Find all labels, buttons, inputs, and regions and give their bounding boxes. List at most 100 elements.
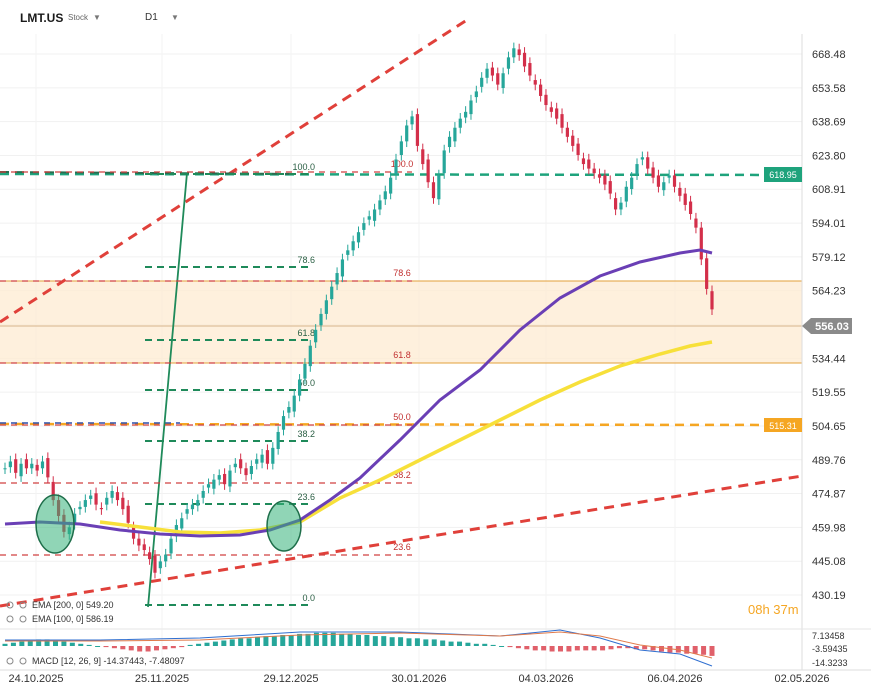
- candle-body: [549, 107, 553, 112]
- macd-bar: [389, 637, 395, 646]
- candle-body: [678, 187, 682, 196]
- price-tick-label: 534.44: [812, 353, 846, 365]
- candle-body: [239, 459, 243, 469]
- macd-bar: [515, 646, 521, 649]
- macd-bar: [61, 641, 67, 646]
- candle-body: [539, 84, 543, 96]
- macd-legend[interactable]: MACD [12, 26, 9] -14.37443, -7.48097: [6, 656, 185, 666]
- candle-body: [110, 490, 114, 498]
- macd-bar: [684, 646, 690, 654]
- candle-body: [276, 431, 280, 449]
- ema200-legend[interactable]: EMA [200, 0] 549.20: [6, 600, 114, 610]
- macd-bar: [608, 646, 614, 650]
- candle-body: [405, 125, 409, 142]
- candle-body: [480, 77, 484, 87]
- candle-body: [137, 538, 141, 546]
- timeframe-dropdown-icon[interactable]: ▼: [171, 13, 179, 22]
- macd-bar: [78, 643, 84, 646]
- fib-left-label: 0.0: [302, 593, 315, 603]
- symbol-title[interactable]: LMT.US: [20, 11, 64, 25]
- macd-bar: [263, 636, 269, 646]
- candle-body: [308, 345, 312, 367]
- ema100-legend[interactable]: EMA [100, 0] 586.19: [6, 614, 114, 624]
- macd-label: MACD [12, 26, 9] -14.37443, -7.48097: [32, 656, 185, 666]
- macd-bar: [297, 633, 303, 646]
- candle-body: [378, 200, 382, 210]
- candle-body: [474, 91, 478, 98]
- candle-body: [592, 168, 596, 174]
- candle-body: [212, 479, 216, 489]
- candle-body: [394, 159, 398, 175]
- candle-body: [105, 497, 109, 505]
- macd-bar: [330, 632, 336, 646]
- macd-bar: [566, 646, 572, 652]
- macd-bar: [473, 643, 479, 646]
- fib-left-label: 23.6: [297, 492, 315, 502]
- timeframe-selector[interactable]: D1: [145, 12, 158, 23]
- candle-body: [99, 508, 104, 510]
- current-price-tag: 556.03: [802, 318, 852, 334]
- candle-body: [517, 49, 521, 56]
- candle-body: [453, 127, 457, 142]
- candle-body: [410, 116, 414, 125]
- macd-bar: [322, 632, 328, 646]
- candle-body: [544, 94, 548, 106]
- candles: [3, 42, 714, 579]
- candle-body: [576, 143, 580, 155]
- macd-bar: [229, 639, 235, 646]
- macd-bar: [490, 644, 496, 646]
- candle-body: [608, 181, 612, 194]
- macd-bar: [187, 644, 193, 646]
- candle-body: [581, 158, 586, 165]
- ema200-label: EMA [200, 0] 549.20: [32, 600, 114, 610]
- macd-bar: [440, 640, 446, 646]
- candle-body: [164, 554, 168, 562]
- candle-body: [415, 114, 420, 146]
- candle-body: [292, 395, 296, 412]
- candle-body: [19, 463, 23, 477]
- candle-body: [362, 223, 366, 230]
- macd-bar: [701, 646, 707, 655]
- candle-body: [131, 527, 136, 539]
- chart-header: LMT.US Stock ▼ D1 ▼: [0, 0, 871, 34]
- macd-bar: [558, 646, 563, 652]
- candle-countdown: 08h 37m: [748, 602, 799, 617]
- date-axis[interactable]: 24.10.2025 25.11.2025 29.12.2025 30.01.2026…: [8, 673, 829, 685]
- symbol-dropdown-icon[interactable]: ▼: [93, 13, 101, 22]
- macd-bar: [659, 646, 664, 652]
- macd-bar: [196, 643, 202, 646]
- macd-axis-mid: -3.59435: [812, 644, 848, 654]
- candle-body: [646, 157, 650, 169]
- macd-bar: [145, 646, 151, 652]
- candle-body: [40, 461, 45, 469]
- candle-body: [196, 500, 200, 506]
- date-tick-label: 24.10.2025: [8, 673, 63, 685]
- support-price-label: 515.31: [764, 418, 802, 432]
- date-tick-label: 06.04.2026: [647, 673, 702, 685]
- macd-bar: [541, 646, 547, 651]
- candle-body: [469, 100, 473, 115]
- candle-body: [201, 490, 205, 498]
- macd-bar: [398, 637, 404, 646]
- macd-bar: [667, 646, 673, 653]
- channel-upper-line: [0, 16, 471, 324]
- candle-body: [8, 461, 12, 468]
- candle-body: [683, 193, 687, 205]
- macd-bar: [44, 639, 50, 646]
- macd-panel: [2, 629, 715, 667]
- macd-bar: [406, 638, 412, 646]
- candle-body: [46, 458, 50, 478]
- candle-body: [613, 198, 618, 210]
- price-tick-label: 668.48: [812, 49, 846, 61]
- macd-bar: [339, 633, 345, 646]
- ema200-line: [4, 248, 713, 538]
- candle-body: [158, 561, 162, 569]
- price-tick-label: 623.80: [812, 150, 846, 162]
- candle-body: [522, 52, 527, 67]
- macd-bar: [507, 646, 513, 648]
- candle-body: [249, 466, 253, 474]
- candle-body: [335, 273, 339, 285]
- price-tick-label: 504.65: [812, 421, 846, 433]
- candle-body: [24, 459, 29, 469]
